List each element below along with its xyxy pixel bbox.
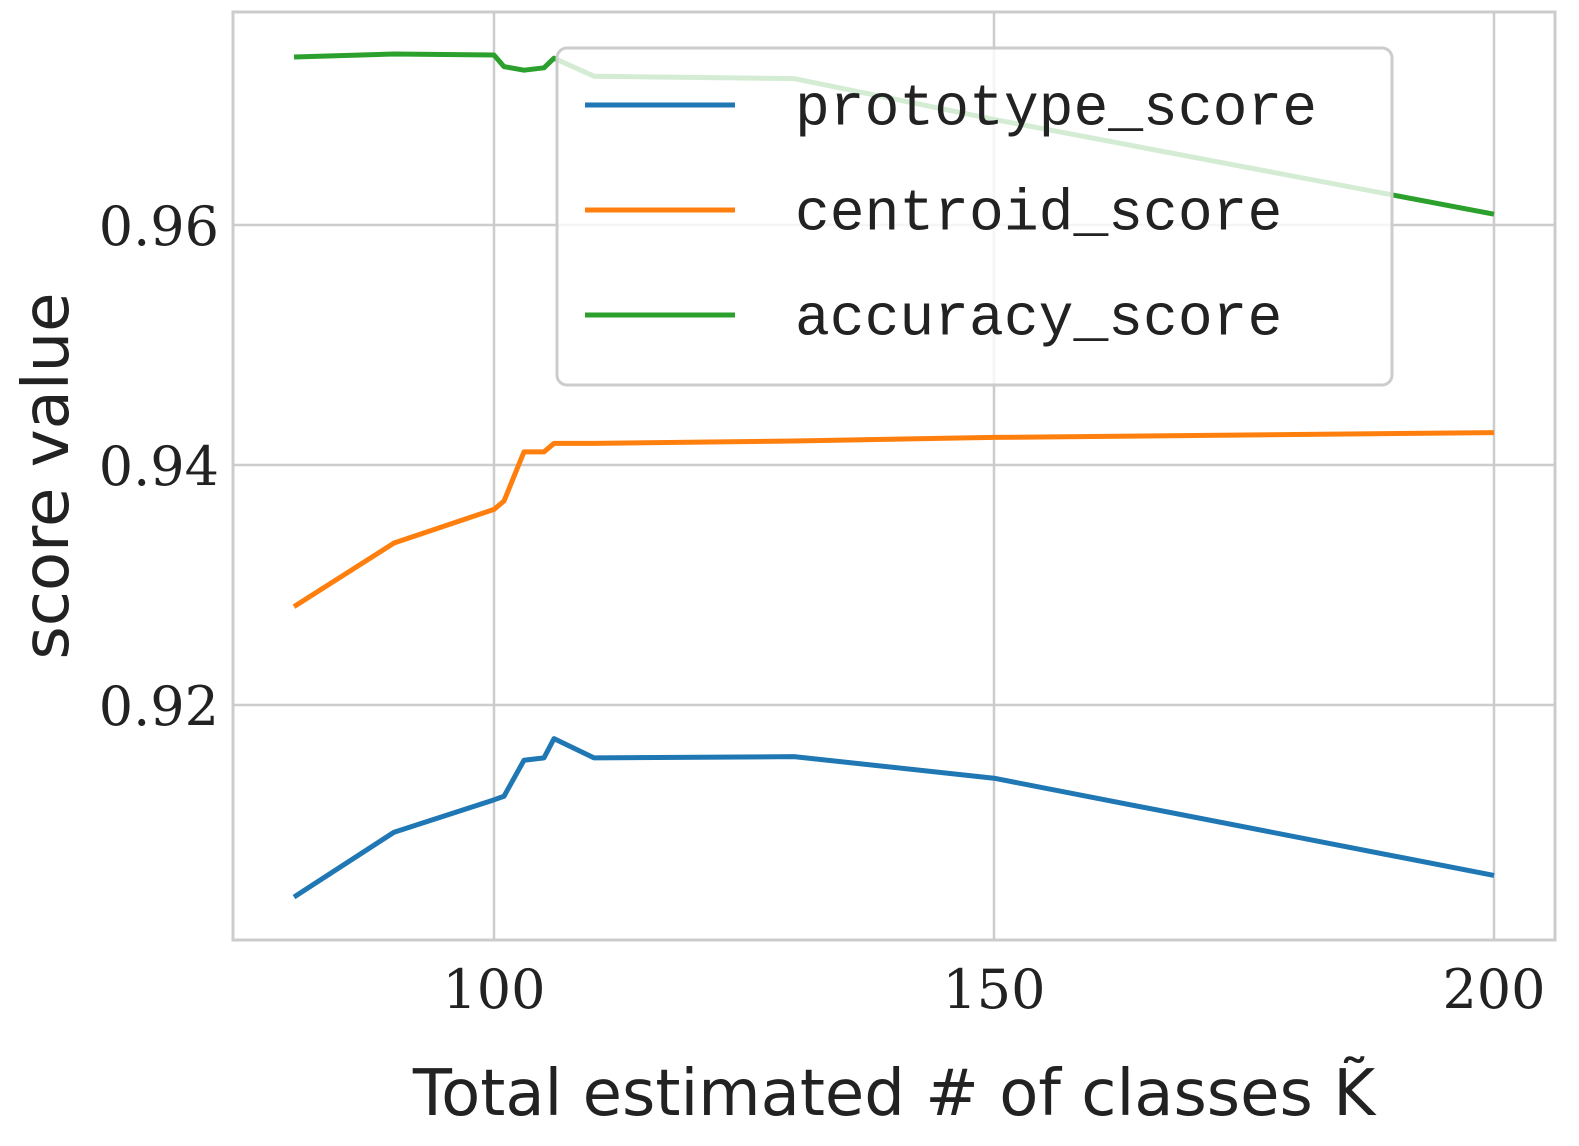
y-tick-label: 0.96 [99,195,219,258]
x-tick-label: 100 [442,958,545,1021]
legend-label: centroid_score [795,182,1282,247]
y-axis-label: score value [10,292,84,659]
legend-label: accuracy_score [795,287,1282,352]
legend: prototype_score centroid_score accuracy_sc… [555,46,1394,387]
x-tick-label: 200 [1442,958,1545,1021]
x-axis-label: Total estimated # of classes K̃ [412,1055,1377,1131]
plot-frame [231,10,1557,942]
legend-label: prototype_score [795,77,1317,142]
line-series [292,430,1495,609]
legend-box [555,46,1394,387]
x-tick-label: 150 [942,958,1045,1021]
y-tick-label: 0.94 [99,435,219,498]
y-tick-label: 0.92 [99,675,219,738]
line-series [292,736,1495,900]
